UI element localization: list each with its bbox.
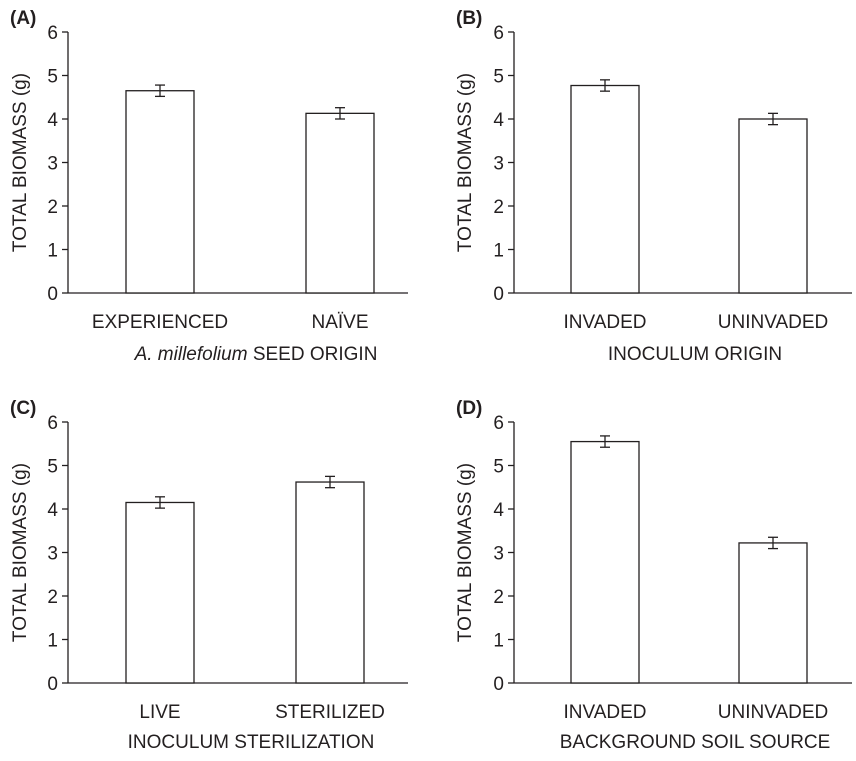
category-label: EXPERIENCED [92,312,228,333]
y-tick-label: 0 [47,674,58,695]
y-tick-label: 0 [47,284,58,305]
bar [125,501,195,684]
bar [125,90,195,294]
y-tick-label: 1 [493,241,504,262]
panel-3: (D) 0 1 2 3 4 5 6 TOTAL BIOMASS (g) INVADED UNINVA… [455,398,852,753]
bar [738,118,808,294]
y-axis-label: TOTAL BIOMASS (g) [10,73,31,252]
y-tick-label: 3 [47,544,58,565]
y-tick-label: 4 [493,500,504,521]
category-label: NAÏVE [311,312,368,333]
y-tick-label: 6 [493,23,504,44]
category-label: INVADED [563,702,646,723]
x-axis-label-italic: A. millefolium [134,344,248,365]
panel-letter: (B) [456,8,482,29]
bar [570,440,640,684]
y-tick-label: 4 [47,110,58,131]
x-axis-label-text: SEED ORIGIN [248,344,378,365]
x-axis-label: INOCULUM STERILIZATION [128,732,375,753]
y-tick-label: 2 [493,587,504,608]
y-tick-label: 4 [47,500,58,521]
y-tick-label: 0 [493,674,504,695]
category-label: UNINVADED [718,702,829,723]
y-tick-label: 3 [493,544,504,565]
y-tick-label: 0 [493,284,504,305]
x-axis-label: A. millefolium SEED ORIGIN [134,344,378,365]
y-tick-label: 4 [493,110,504,131]
x-axis-label-text: BACKGROUND SOIL SOURCE [560,732,831,753]
y-tick-label: 5 [493,457,504,478]
y-tick-label: 2 [493,197,504,218]
panel-1: (B) 0 1 2 3 4 5 6 TOTAL BIOMASS (g) INVADED UNINVA… [455,8,852,365]
category-label: STERILIZED [275,702,385,723]
y-tick-label: 1 [493,631,504,652]
y-tick-label: 3 [47,154,58,175]
y-tick-label: 6 [493,413,504,434]
y-axis-label: TOTAL BIOMASS (g) [455,463,476,642]
x-axis-label-text: INOCULUM ORIGIN [608,344,782,365]
panel-letter: (A) [10,8,36,29]
bar [570,84,640,294]
y-axis-label: TOTAL BIOMASS (g) [455,73,476,252]
bar [738,542,808,684]
panel-2: (C) 0 1 2 3 4 5 6 TOTAL BIOMASS (g) LIVE STERILIZE… [10,398,408,753]
panel-0: (A) 0 1 2 3 4 5 6 TOTAL BIOMASS (g) EXPERIENCED NA… [10,8,408,365]
y-tick-label: 6 [47,23,58,44]
x-axis-label-text: INOCULUM STERILIZATION [128,732,375,753]
category-label: LIVE [139,702,180,723]
category-label: UNINVADED [718,312,829,333]
y-axis-label: TOTAL BIOMASS (g) [10,463,31,642]
y-tick-label: 3 [493,154,504,175]
y-tick-label: 1 [47,631,58,652]
x-axis-label: INOCULUM ORIGIN [608,344,782,365]
bar [295,481,365,684]
category-label: INVADED [563,312,646,333]
x-axis-label: BACKGROUND SOIL SOURCE [560,732,831,753]
y-tick-label: 5 [493,67,504,88]
y-tick-label: 6 [47,413,58,434]
panel-letter: (D) [456,398,482,419]
bar [305,112,375,294]
y-tick-label: 2 [47,587,58,608]
y-tick-label: 1 [47,241,58,262]
y-tick-label: 5 [47,457,58,478]
y-tick-label: 5 [47,67,58,88]
y-tick-label: 2 [47,197,58,218]
panel-letter: (C) [10,398,36,419]
